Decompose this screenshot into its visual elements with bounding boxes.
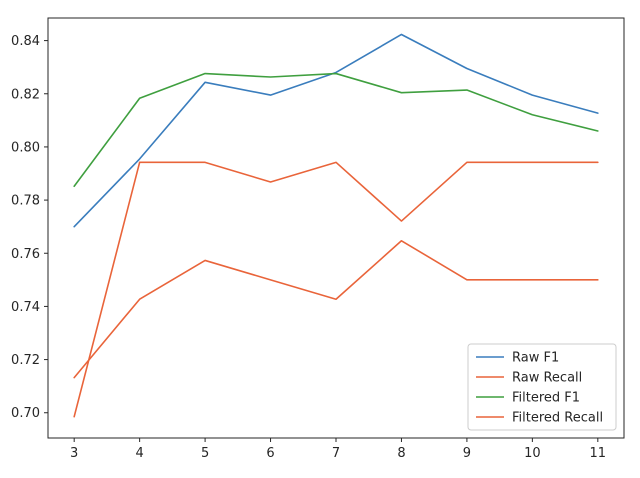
series-line-raw-f1 xyxy=(73,33,599,228)
legend-label: Raw F1 xyxy=(512,351,559,366)
series-line-filtered-recall xyxy=(73,161,599,418)
x-tick-label: 7 xyxy=(332,446,340,461)
y-tick-label: 0.72 xyxy=(11,353,40,368)
series-layer xyxy=(73,33,599,418)
legend-label: Filtered F1 xyxy=(512,391,580,406)
x-tick-label: 5 xyxy=(201,446,209,461)
y-tick-label: 0.76 xyxy=(11,247,40,262)
y-tick-label: 0.80 xyxy=(11,140,40,155)
series-line-raw-recall xyxy=(73,239,599,379)
y-tick-label: 0.84 xyxy=(11,34,40,49)
x-tick-label: 11 xyxy=(590,446,607,461)
x-tick-label: 4 xyxy=(135,446,143,461)
x-tick-label: 9 xyxy=(463,446,471,461)
legend-box xyxy=(467,343,617,431)
legend: Raw F1 Raw Recall Filtered F1 Filtered Reca… xyxy=(467,343,617,431)
plot-frame xyxy=(47,17,625,439)
y-tick-label: 0.70 xyxy=(11,406,40,421)
y-tick-label: 0.82 xyxy=(11,87,40,102)
x-tick-label: 6 xyxy=(266,446,274,461)
y-tick-label: 0.74 xyxy=(11,300,40,315)
x-tick-label: 8 xyxy=(397,446,405,461)
legend-label: Filtered Recall xyxy=(512,411,603,426)
x-tick-label: 3 xyxy=(70,446,78,461)
y-tick-label: 0.78 xyxy=(11,194,40,209)
series-line-filtered-f1 xyxy=(73,72,599,188)
x-tick-label: 10 xyxy=(524,446,541,461)
ticks-layer: 3 4 5 6 7 8 9 10 11 0.70 0.72 0.74 0.76 0.78 0.80 0.82 0… xyxy=(11,34,606,461)
legend-label: Raw Recall xyxy=(512,371,582,386)
